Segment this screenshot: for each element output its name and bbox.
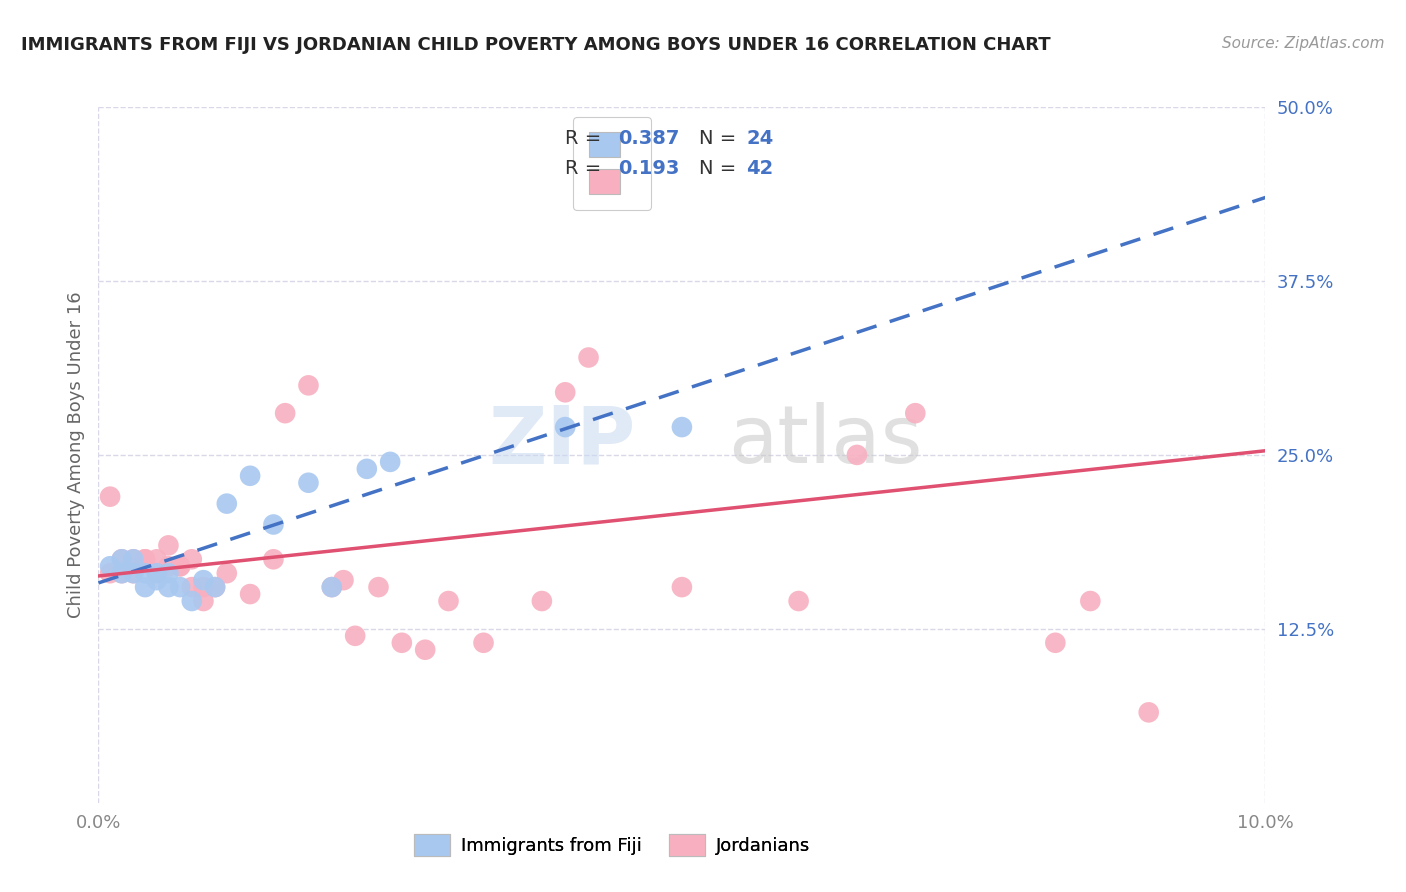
Point <box>239 587 262 601</box>
Point <box>297 475 319 490</box>
Point <box>204 580 226 594</box>
Text: ZIP: ZIP <box>488 402 636 480</box>
Point <box>146 552 169 566</box>
Text: R =: R = <box>565 128 607 148</box>
Point <box>98 559 121 574</box>
Point <box>356 462 378 476</box>
Point <box>98 566 121 581</box>
Point <box>1045 636 1067 650</box>
Point <box>146 566 169 581</box>
Text: 0.193: 0.193 <box>617 159 679 178</box>
Point <box>262 517 284 532</box>
Point <box>472 636 495 650</box>
Point <box>204 580 226 594</box>
Point <box>215 566 238 581</box>
Point <box>157 566 180 581</box>
Point <box>193 594 215 608</box>
Point <box>413 642 436 657</box>
Point <box>671 420 693 434</box>
Point <box>262 552 284 566</box>
Point <box>391 636 413 650</box>
Text: N =: N = <box>699 128 742 148</box>
Text: N =: N = <box>699 159 742 178</box>
Legend: Immigrants from Fiji, Jordanians: Immigrants from Fiji, Jordanians <box>406 827 817 863</box>
Point <box>297 378 319 392</box>
Point <box>180 552 202 566</box>
Point <box>1137 706 1160 720</box>
Point <box>98 490 121 504</box>
Point <box>134 552 156 566</box>
Point <box>380 455 402 469</box>
Point <box>146 573 169 587</box>
Point <box>554 385 576 400</box>
Point <box>530 594 553 608</box>
Point <box>169 559 191 574</box>
Point <box>239 468 262 483</box>
Point <box>157 538 180 552</box>
Point <box>122 552 145 566</box>
Point <box>321 580 343 594</box>
Point <box>846 448 869 462</box>
Text: 0.387: 0.387 <box>617 128 679 148</box>
Point <box>578 351 600 365</box>
Point <box>367 580 389 594</box>
Text: IMMIGRANTS FROM FIJI VS JORDANIAN CHILD POVERTY AMONG BOYS UNDER 16 CORRELATION : IMMIGRANTS FROM FIJI VS JORDANIAN CHILD … <box>21 36 1050 54</box>
Text: atlas: atlas <box>728 402 922 480</box>
Point <box>111 552 134 566</box>
Point <box>344 629 367 643</box>
Point <box>111 552 134 566</box>
Point <box>169 580 191 594</box>
Text: 42: 42 <box>747 159 773 178</box>
Point <box>111 566 134 581</box>
Point <box>134 566 156 581</box>
Point <box>122 566 145 581</box>
Point <box>157 580 180 594</box>
Point <box>180 594 202 608</box>
Point <box>134 580 156 594</box>
Point <box>554 420 576 434</box>
Point <box>193 573 215 587</box>
Point <box>437 594 460 608</box>
Point <box>122 552 145 566</box>
Point <box>787 594 810 608</box>
Point <box>332 573 354 587</box>
Text: 24: 24 <box>747 128 773 148</box>
Point <box>904 406 927 420</box>
Point <box>180 580 202 594</box>
Point <box>321 580 343 594</box>
Point <box>111 566 134 581</box>
Point <box>169 559 191 574</box>
Text: Source: ZipAtlas.com: Source: ZipAtlas.com <box>1222 36 1385 51</box>
Y-axis label: Child Poverty Among Boys Under 16: Child Poverty Among Boys Under 16 <box>66 292 84 618</box>
Point <box>134 552 156 566</box>
Point <box>157 559 180 574</box>
Point <box>671 580 693 594</box>
Point <box>193 580 215 594</box>
Point <box>215 497 238 511</box>
Point <box>274 406 297 420</box>
Point <box>1080 594 1102 608</box>
Text: R =: R = <box>565 159 607 178</box>
Point <box>146 566 169 581</box>
Point <box>122 566 145 581</box>
